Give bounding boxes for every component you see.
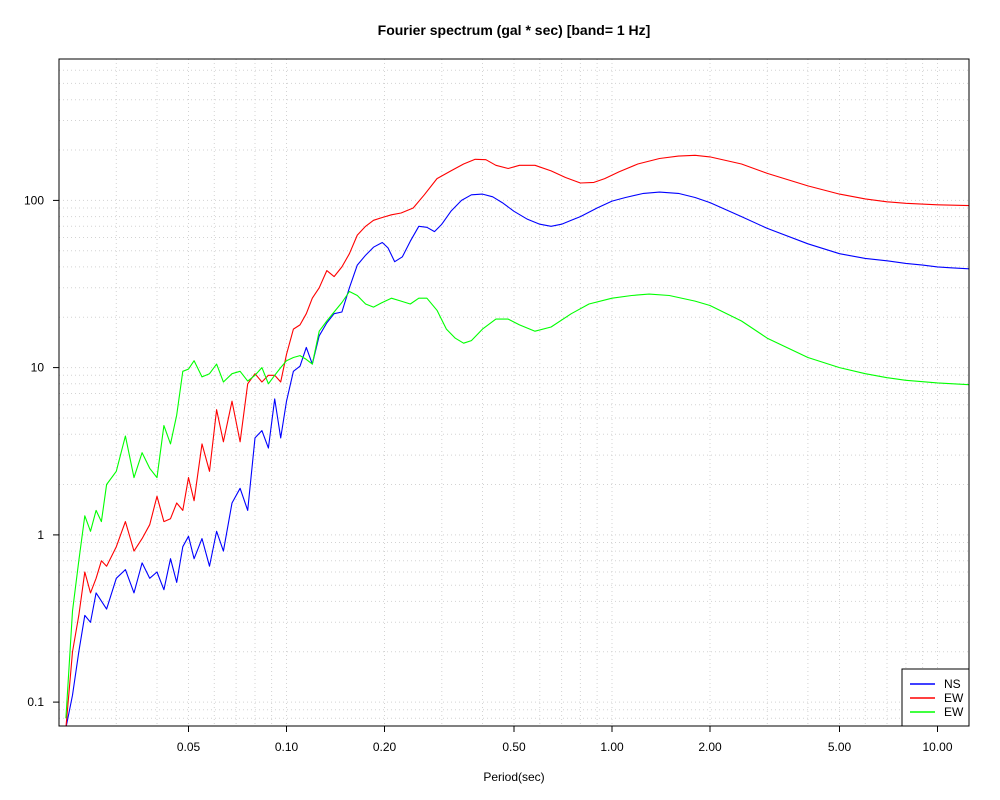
- series-line-2-ew: [65, 154, 969, 726]
- x-tick-label: 0.05: [177, 740, 201, 754]
- legend-label: EW: [944, 691, 964, 705]
- x-tick-label: 2.00: [698, 740, 722, 754]
- series-lines: [65, 154, 969, 726]
- y-tick-label: 1: [37, 528, 44, 542]
- y-tick-label: 0.1: [27, 695, 44, 709]
- legend-label: EW: [944, 705, 964, 719]
- grid-lines: [58, 58, 969, 726]
- x-tick-label: 1.00: [600, 740, 624, 754]
- x-tick-label: 0.50: [502, 740, 526, 754]
- series-line-3-ew: [65, 290, 969, 719]
- x-axis-label: Period(sec): [483, 770, 544, 784]
- series-line-1-ns: [65, 191, 969, 726]
- axes: 0.05 0.10 0.20 0.50 1.00 2.00 5.00 10.00 0.1 1 10 1…: [24, 193, 953, 754]
- x-tick-label: 0.20: [373, 740, 397, 754]
- x-tick-label: 0.10: [275, 740, 299, 754]
- chart-title: Fourier spectrum (gal * sec) [band= 1 Hz…: [378, 22, 651, 38]
- x-tick-label: 5.00: [828, 740, 852, 754]
- legend-label: NS: [944, 677, 961, 691]
- y-tick-label: 100: [24, 193, 44, 207]
- y-tick-label: 10: [31, 361, 45, 375]
- x-tick-label: 10.00: [922, 740, 952, 754]
